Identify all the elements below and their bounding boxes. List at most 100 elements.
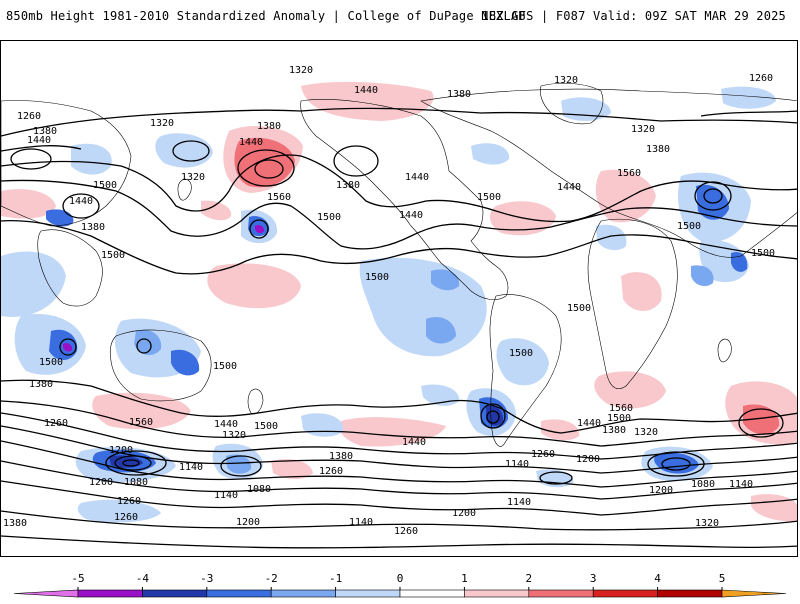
contour-low-south-1-inner <box>114 455 152 471</box>
colorbar-tick-label: 3 <box>590 572 597 585</box>
contour-low-australia <box>136 338 152 354</box>
colorbar-segment <box>592 589 658 598</box>
contour-label: 1500 <box>477 192 501 203</box>
anomaly-neg-arctic-east <box>721 86 776 109</box>
contour-label: 1380 <box>646 144 670 155</box>
anomaly-neg-southpacific-south <box>77 499 161 523</box>
anomaly-colorbar: -5 -4 -3 -2 -1 0 1 2 3 4 5 <box>0 560 800 600</box>
contour-label: 1380 <box>447 89 471 100</box>
contour-label: 1380 <box>33 126 57 137</box>
contour-label: 1440 <box>402 437 426 448</box>
contour-label: 1140 <box>214 490 238 501</box>
anomaly-neg-australia-core <box>134 329 162 356</box>
anomaly-pos-chile <box>541 419 580 441</box>
contour-label: 1380 <box>336 180 360 191</box>
anomaly-neg-southern-ocean-2b <box>226 454 252 474</box>
contour-label: 1500 <box>317 212 341 223</box>
contour-1320-south <box>1 425 797 474</box>
colorbar-segment <box>270 589 336 598</box>
colorbar-tick-label: 0 <box>397 572 404 585</box>
colorbar-segment <box>77 589 143 598</box>
contour-label: 1500 <box>101 250 125 261</box>
anomaly-neg-canada <box>471 143 510 165</box>
contour-label: 1200 <box>89 477 113 488</box>
height-contours <box>1 107 797 549</box>
contour-high-northpacific <box>333 145 379 177</box>
contour-1440-north <box>1 179 797 250</box>
anomaly-neg-arabian <box>691 265 714 287</box>
contour-label: 1320 <box>634 427 658 438</box>
contour-label: 1380 <box>602 425 626 436</box>
colorbar-tick-label: -2 <box>265 572 278 585</box>
contour-label: 1080 <box>691 479 715 490</box>
map-title: 850mb Height 1981-2010 Standardized Anom… <box>6 9 526 23</box>
contour-low-north-1 <box>10 148 52 170</box>
anomaly-neg-southamerica <box>496 338 549 386</box>
anomaly-pos-asia <box>1 189 56 219</box>
coast-africa <box>587 218 678 390</box>
contour-label: 1200 <box>452 508 476 519</box>
contour-label: 1440 <box>214 419 238 430</box>
contour-label: 1500 <box>751 248 775 259</box>
colorbar-segment <box>657 589 723 598</box>
contour-1500-south <box>1 379 797 434</box>
contour-label: 1380 <box>29 379 53 390</box>
anomaly-neg-purple-1 <box>63 342 73 352</box>
contour-high-bering <box>237 149 295 187</box>
anomaly-pos-northpacific <box>301 81 434 121</box>
anomaly-pos-southpacific2 <box>339 417 446 447</box>
contour-low-europe <box>694 181 732 211</box>
anomaly-neg-eastpacific-core <box>426 316 456 344</box>
contour-label: 1560 <box>617 168 641 179</box>
contour-label: 1440 <box>405 172 429 183</box>
contour-low-tahiti <box>249 219 269 239</box>
coast-madagascar <box>717 338 732 363</box>
contour-label: 1140 <box>507 497 531 508</box>
contour-label: 1320 <box>150 118 174 129</box>
coast-japan <box>177 178 192 201</box>
contour-label: 1200 <box>109 445 133 456</box>
anomaly-map: 1320 1320 1260 1440 1380 1260 1320 1380 … <box>0 40 798 557</box>
anomaly-neg-southwest-africa <box>596 224 627 251</box>
contour-1140-south <box>1 480 797 516</box>
contour-label: 1500 <box>93 180 117 191</box>
contour-low-argentina <box>480 403 506 429</box>
anomaly-neg-argentina-low-deep <box>486 405 504 426</box>
contour-label: 1080 <box>124 477 148 488</box>
colorbar-segments <box>13 589 787 598</box>
contour-label: 1500 <box>254 421 278 432</box>
contour-label: 1500 <box>567 303 591 314</box>
contour-1200-south <box>1 460 797 500</box>
colorbar-segment <box>721 589 787 598</box>
contour-label: 1260 <box>749 73 773 84</box>
contour-label: 1320 <box>554 75 578 86</box>
contour-label: 1560 <box>129 417 153 428</box>
contour-label: 1260 <box>117 496 141 507</box>
contour-label: 1440 <box>27 135 51 146</box>
colorbar-tick-label: -4 <box>136 572 150 585</box>
contour-label: 1560 <box>267 192 291 203</box>
contour-label: 1140 <box>349 517 373 528</box>
contour-label: 1500 <box>213 361 237 372</box>
contour-label: 1320 <box>631 124 655 135</box>
contour-label: 1440 <box>577 418 601 429</box>
anomaly-pos-westpacific <box>201 200 232 221</box>
contour-label: 1260 <box>394 526 418 537</box>
contour-label: 1440 <box>399 210 423 221</box>
contour-label: 1260 <box>114 512 138 523</box>
contour-label: 1380 <box>257 121 281 132</box>
contour-label: 1140 <box>179 462 203 473</box>
contour-label: 1440 <box>354 85 378 96</box>
contour-label: 1500 <box>509 348 533 359</box>
contour-1500-north <box>1 220 797 275</box>
anomaly-neg-asia-north <box>71 143 112 175</box>
colorbar-tick-label: -3 <box>200 572 213 585</box>
coast-australia <box>109 329 212 402</box>
contour-low-south-2 <box>220 455 262 477</box>
contour-label: 1320 <box>289 65 313 76</box>
anomaly-pos-southindian-core <box>743 404 780 435</box>
anomaly-neg-purple-2 <box>255 224 265 234</box>
contour-label: 1500 <box>39 357 63 368</box>
colorbar-segment <box>206 589 272 598</box>
anomaly-neg-australia-east <box>171 349 200 376</box>
